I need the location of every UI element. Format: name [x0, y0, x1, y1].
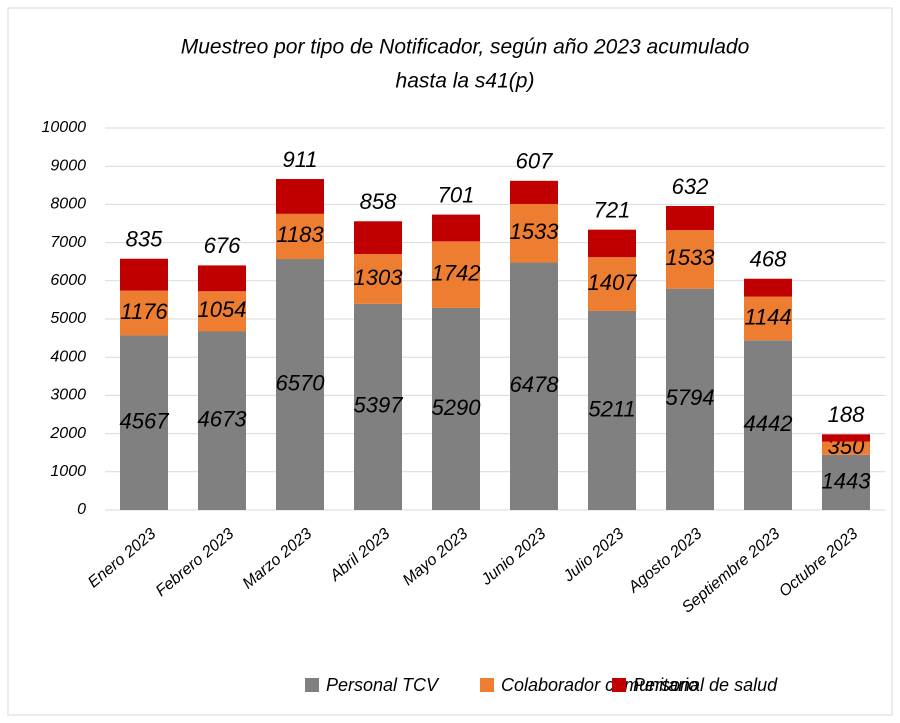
y-tick-label: 2000: [49, 425, 86, 442]
y-tick-label: 8000: [50, 196, 86, 213]
data-label: 1533: [510, 219, 560, 244]
data-label: 4673: [198, 407, 248, 432]
legend-swatch: [480, 678, 494, 692]
legend-label: Colaborador comunitario: [501, 675, 698, 695]
bar-segment: [198, 265, 246, 292]
chart-title: Muestreo por tipo de Notificador, según …: [181, 36, 750, 59]
bar-segment: [120, 335, 168, 510]
bar-segment: [354, 254, 402, 304]
y-tick-label: 3000: [50, 387, 86, 404]
bar-segment: [822, 434, 870, 442]
data-label: 6570: [276, 370, 326, 395]
bar-segment: [432, 241, 480, 308]
bar-segment: [588, 229, 636, 258]
chart-subtitle: hasta la s41(p): [396, 70, 535, 93]
bar-segment: [510, 180, 558, 204]
data-label: 5794: [666, 385, 715, 410]
bar-segment: [666, 230, 714, 289]
y-tick-label: 1000: [50, 463, 86, 480]
bar-segment: [666, 205, 714, 231]
y-tick-label: 10000: [42, 119, 87, 136]
bar-segment: [588, 257, 636, 311]
bar-segment: [510, 203, 558, 263]
data-label: 1303: [354, 265, 404, 290]
data-label: 1183: [276, 222, 324, 247]
legend-swatch: [612, 678, 626, 692]
data-label: 1742: [432, 260, 481, 285]
data-label: 188: [828, 402, 865, 427]
data-label: 835: [126, 227, 163, 252]
y-tick-label: 5000: [50, 310, 86, 327]
data-label: 858: [360, 189, 397, 214]
data-label: 4442: [744, 411, 793, 436]
y-tick-label: 4000: [50, 348, 86, 365]
data-label: 1144: [744, 304, 791, 329]
data-label: 911: [282, 147, 317, 172]
bar-segment: [744, 278, 792, 297]
bar-segment: [666, 288, 714, 510]
bar-segment: [354, 221, 402, 255]
data-label: 6478: [510, 372, 560, 397]
data-label: 1176: [120, 299, 168, 324]
data-label: 1054: [198, 297, 247, 322]
bar-segment: [432, 214, 480, 242]
bar-segment: [822, 454, 870, 510]
bar-segment: [354, 303, 402, 510]
legend-label: Personal de salud: [633, 675, 778, 695]
y-tick-label: 7000: [50, 234, 86, 251]
legend-label: Personal TCV: [326, 675, 440, 695]
y-tick-label: 0: [77, 501, 86, 518]
y-tick-label: 6000: [50, 272, 86, 289]
data-label: 5211: [588, 396, 635, 421]
y-tick-label: 9000: [50, 157, 86, 174]
bar-segment: [276, 259, 324, 510]
bar-segment: [198, 331, 246, 510]
data-label: 5397: [354, 393, 404, 418]
data-label: 607: [516, 149, 553, 174]
data-label: 1407: [588, 270, 638, 295]
data-label: 1443: [822, 468, 872, 493]
data-label: 701: [438, 182, 475, 207]
bar-segment: [198, 291, 246, 332]
bar-segment: [120, 258, 168, 291]
data-label: 632: [672, 174, 709, 199]
legend-swatch: [305, 678, 319, 692]
data-label: 721: [594, 197, 631, 222]
bar-segment: [510, 262, 558, 510]
data-label: 1533: [666, 245, 716, 270]
bar-segment: [432, 307, 480, 510]
bar-segment: [822, 441, 870, 455]
data-label: 4567: [120, 409, 170, 434]
data-label: 5290: [432, 395, 482, 420]
data-label: 468: [750, 247, 787, 272]
bar-segment: [276, 179, 324, 214]
bar-segment: [744, 296, 792, 341]
bar-segment: [744, 340, 792, 510]
bar-segment: [588, 310, 636, 510]
bar-segment: [276, 213, 324, 260]
bar-segment: [120, 290, 168, 336]
data-label: 676: [204, 233, 241, 258]
